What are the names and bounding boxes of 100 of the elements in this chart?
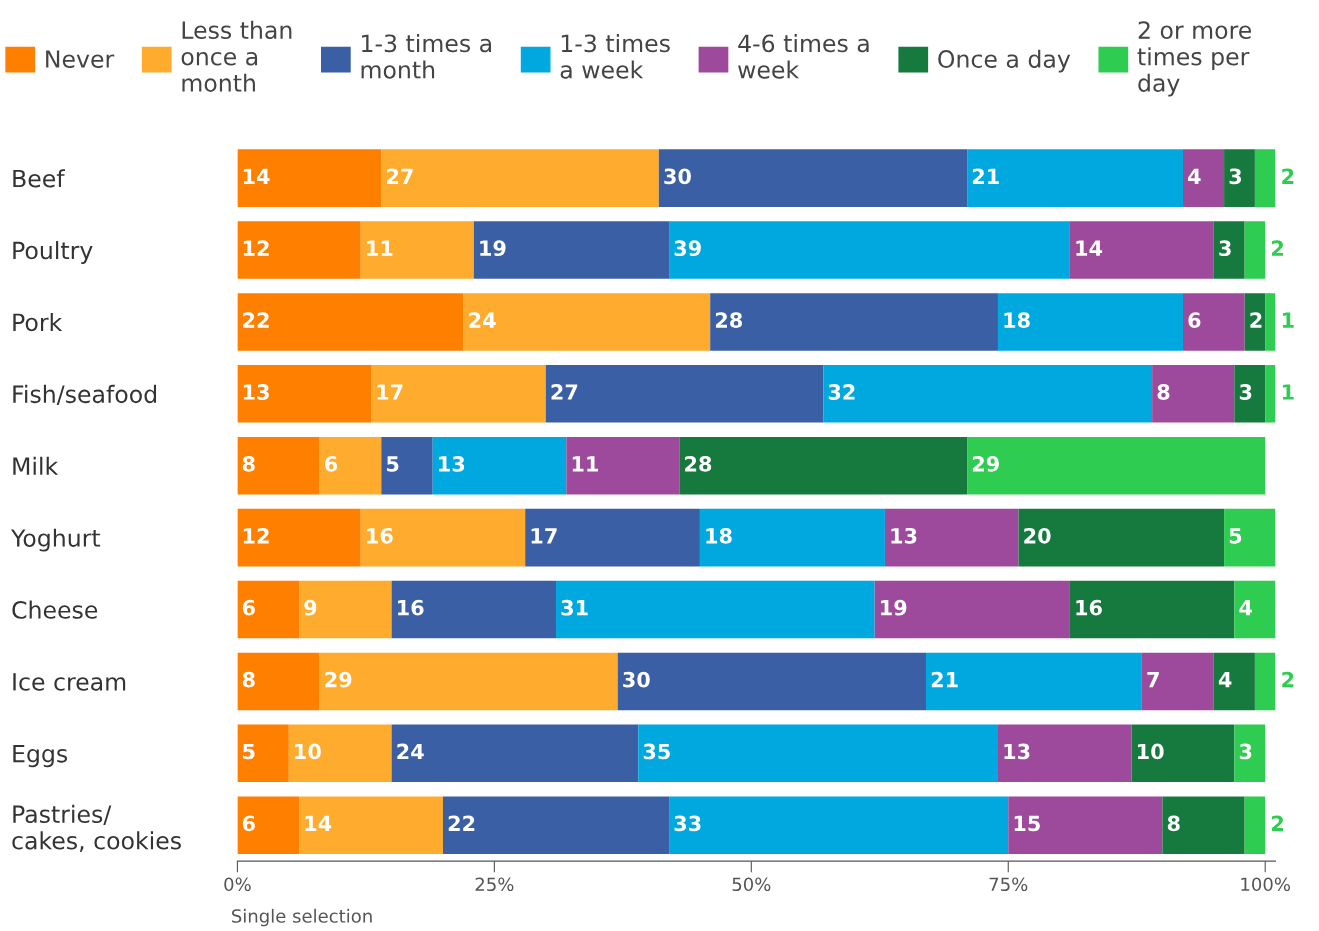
data-label: 3 xyxy=(1229,168,1242,185)
x-tick-label: 100% xyxy=(1241,877,1291,892)
data-label: 27 xyxy=(551,384,578,400)
bar xyxy=(545,365,824,423)
bar xyxy=(669,796,1009,854)
data-label: 6 xyxy=(1188,312,1201,328)
bar xyxy=(1141,652,1214,711)
bar xyxy=(237,724,289,783)
bar xyxy=(432,436,567,495)
data-label: 8 xyxy=(242,671,255,688)
bar xyxy=(1244,293,1266,351)
bar xyxy=(381,436,433,495)
bar xyxy=(1265,365,1276,423)
data-label: 7 xyxy=(1147,671,1159,688)
bar xyxy=(237,436,320,495)
y-tick-label: Poultry xyxy=(13,241,93,264)
bar xyxy=(926,652,1142,711)
data-label: 15 xyxy=(1014,815,1040,832)
bar xyxy=(638,724,998,783)
data-label: 5 xyxy=(387,456,399,472)
bar xyxy=(442,796,670,854)
bar xyxy=(1234,580,1276,639)
data-label: 16 xyxy=(398,599,424,616)
text: Single selection xyxy=(232,908,372,927)
data-label: 4 xyxy=(1188,168,1201,184)
bar xyxy=(669,221,1070,279)
bar xyxy=(237,796,300,854)
data-label: 33 xyxy=(674,815,701,832)
bar xyxy=(679,436,968,495)
data-label: 8 xyxy=(242,456,255,472)
data-label: 2 xyxy=(1282,168,1294,184)
y-tick-label: Fish/seafood xyxy=(13,384,157,405)
bar xyxy=(319,436,382,495)
y-tick-label: Pork xyxy=(13,312,63,332)
bar xyxy=(1182,293,1245,351)
y-tick-label: Pastries/ cakes, cookies xyxy=(12,804,181,852)
data-label: 13 xyxy=(891,527,917,544)
data-label: 5 xyxy=(1229,528,1242,544)
bar xyxy=(463,293,711,351)
bar xyxy=(997,724,1132,783)
data-label: 16 xyxy=(367,527,393,544)
bar xyxy=(1152,365,1235,423)
bar xyxy=(566,436,680,495)
bar xyxy=(1008,796,1163,854)
data-label: 3 xyxy=(1239,743,1252,760)
bar xyxy=(1224,149,1255,207)
data-label: 4 xyxy=(1239,600,1253,616)
data-label: 28 xyxy=(715,312,743,328)
y-tick-label: Ice cream xyxy=(13,673,126,691)
data-label: 11 xyxy=(572,456,598,472)
y-tick-label: Eggs xyxy=(13,745,68,768)
bar xyxy=(237,652,320,711)
bar xyxy=(237,365,372,423)
data-label: 6 xyxy=(325,456,338,472)
bar xyxy=(1254,149,1276,207)
bar xyxy=(967,436,1266,495)
data-label: 19 xyxy=(881,599,907,616)
data-label: 2 xyxy=(1250,312,1262,328)
data-label: 13 xyxy=(243,384,269,400)
data-label: 19 xyxy=(480,240,506,257)
data-label: 39 xyxy=(674,240,701,257)
data-label: 8 xyxy=(1167,815,1180,832)
bar xyxy=(299,580,392,639)
data-label: 20 xyxy=(1024,527,1051,544)
legend-label: Less than once a month xyxy=(181,20,292,92)
bar xyxy=(237,580,300,639)
y-tick-label: Beef xyxy=(13,169,66,188)
legend-label: 4-6 times a week xyxy=(738,33,869,79)
data-label: 4 xyxy=(1218,671,1232,688)
data-label: 13 xyxy=(1004,743,1030,760)
data-label: 2 xyxy=(1271,240,1284,256)
data-label: 22 xyxy=(243,312,269,328)
y-tick-label: Yoghurt xyxy=(10,528,101,552)
data-label: 24 xyxy=(469,312,496,328)
bar xyxy=(1213,221,1245,279)
data-label: 30 xyxy=(664,168,691,185)
data-label: 21 xyxy=(931,671,958,688)
data-label: 14 xyxy=(243,168,270,184)
bar xyxy=(237,221,361,279)
bar xyxy=(710,293,998,351)
bar xyxy=(1069,221,1214,279)
data-label: 1 xyxy=(1282,384,1294,400)
bar xyxy=(1244,796,1266,854)
bar xyxy=(319,652,618,711)
bar xyxy=(1069,580,1235,639)
data-label: 29 xyxy=(972,456,999,472)
data-label: 2 xyxy=(1282,671,1294,688)
bar xyxy=(1265,293,1276,351)
data-label: 27 xyxy=(387,168,413,184)
bar xyxy=(556,580,875,639)
bar xyxy=(525,508,700,567)
legend-label: Once a day xyxy=(938,49,1071,73)
data-label: 35 xyxy=(643,743,670,760)
data-label: 2 xyxy=(1271,815,1284,831)
bar xyxy=(1131,724,1235,783)
data-label: 14 xyxy=(1076,240,1103,256)
bar xyxy=(699,508,885,567)
bar xyxy=(237,293,464,351)
bar xyxy=(1213,652,1255,711)
data-label: 9 xyxy=(304,599,317,616)
